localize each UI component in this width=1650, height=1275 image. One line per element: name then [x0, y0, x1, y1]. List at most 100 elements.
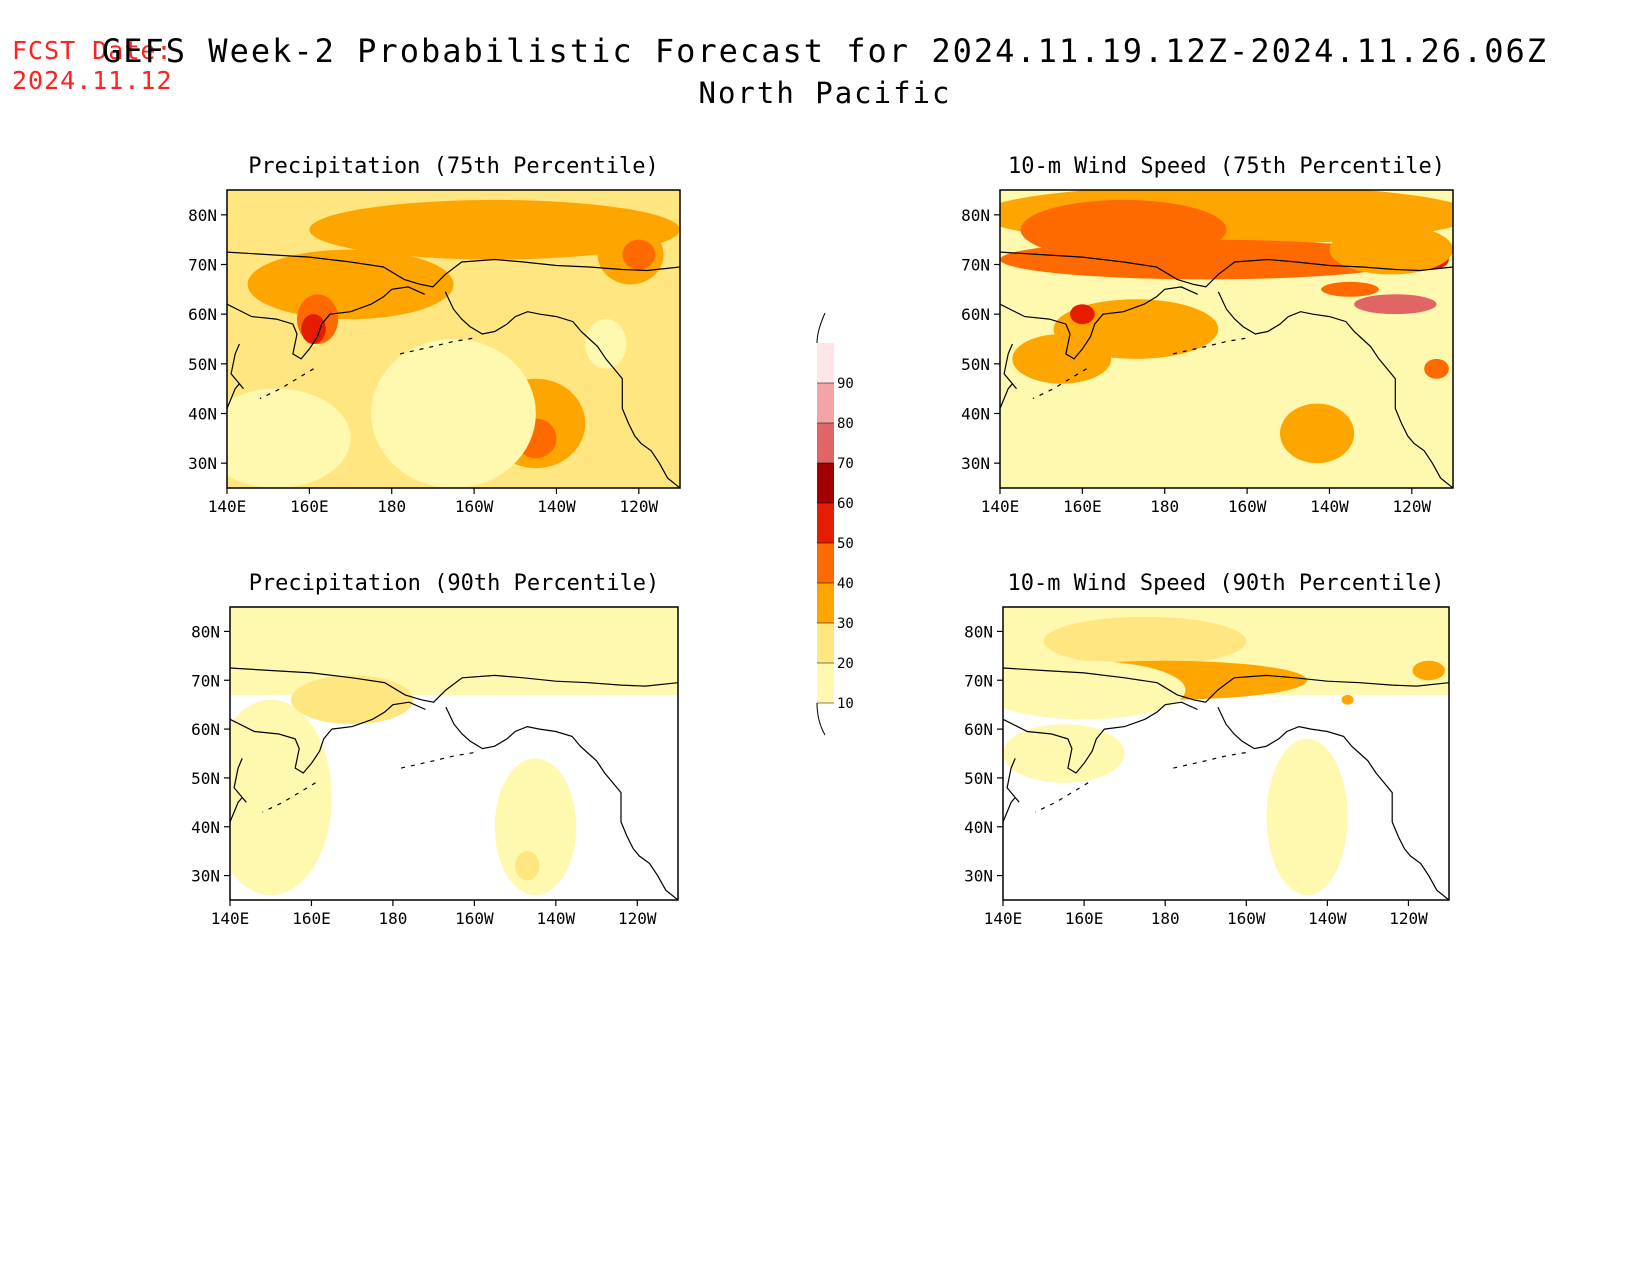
lat-label: 60N — [191, 720, 220, 739]
lat-label: 30N — [964, 867, 993, 886]
lat-label: 40N — [191, 818, 220, 837]
probability-contour — [622, 239, 656, 270]
lat-label: 40N — [964, 818, 993, 837]
lat-label: 30N — [188, 454, 217, 473]
colorbar-label: 70 — [837, 456, 854, 472]
colorbar-swatch — [817, 543, 834, 583]
probability-contour — [1266, 738, 1348, 896]
lon-label: 180 — [377, 497, 406, 516]
lon-label: 180 — [378, 909, 407, 928]
main-title: GEFS Week-2 Probabilistic Forecast for 2… — [101, 32, 1549, 70]
lon-label: 140W — [537, 497, 576, 516]
colorbar-label: 40 — [837, 576, 854, 592]
lat-label: 70N — [188, 256, 217, 275]
panel-title: Precipitation (90th Percentile) — [249, 571, 660, 596]
probability-contour — [494, 758, 577, 896]
map-frame — [226, 189, 681, 489]
lat-label: 50N — [191, 769, 220, 788]
lat-label: 80N — [191, 622, 220, 641]
colorbar-cap-top — [816, 312, 826, 344]
map-frame — [229, 606, 679, 901]
lat-label: 50N — [188, 355, 217, 374]
lon-label: 140E — [981, 497, 1020, 516]
probability-contour — [1070, 304, 1095, 325]
colorbar-label: 60 — [837, 496, 854, 512]
colorbar-swatch — [817, 663, 834, 703]
lon-label: 160E — [292, 909, 331, 928]
probability-field — [230, 607, 678, 900]
probability-contour — [1424, 358, 1449, 379]
lon-label: 140E — [211, 909, 250, 928]
panel-title: Precipitation (75th Percentile) — [248, 154, 659, 179]
colorbar-label: 90 — [837, 376, 854, 392]
coastline — [1000, 286, 1198, 360]
coastline — [1003, 701, 1198, 774]
probability-contour — [1012, 334, 1112, 384]
colorbar-swatch — [817, 463, 834, 503]
probability-contour — [1003, 724, 1125, 783]
coastline — [227, 251, 680, 288]
lon-label: 140E — [984, 909, 1023, 928]
probability-contour — [1280, 403, 1355, 464]
probability-contour — [230, 607, 678, 647]
coastline — [1217, 291, 1453, 488]
lon-label: 160W — [1227, 909, 1266, 928]
probability-contour — [301, 314, 326, 344]
colorbar-swatch — [817, 623, 834, 663]
island-chain — [1173, 751, 1247, 769]
probability-field — [1000, 190, 1453, 488]
fcst-date: 2024.11.12 — [12, 66, 173, 95]
lat-label: 70N — [191, 671, 220, 690]
probability-contour — [1329, 224, 1453, 275]
colorbar: 10 20 30 40 50 60 70 80 90 — [816, 312, 854, 736]
coastline — [445, 706, 678, 900]
coastline — [1000, 251, 1453, 288]
coastline — [230, 667, 678, 703]
lat-label: 40N — [188, 405, 217, 424]
probability-contour — [1341, 694, 1354, 705]
colorbar-swatch — [817, 423, 834, 463]
lat-label: 80N — [961, 206, 990, 225]
lon-label: 160E — [1063, 497, 1102, 516]
lon-label: 140W — [1310, 497, 1349, 516]
lon-label: 180 — [1150, 497, 1179, 516]
colorbar-label: 50 — [837, 536, 854, 552]
coastline — [444, 291, 680, 488]
lon-label: 120W — [620, 497, 659, 516]
probability-contour — [230, 699, 332, 896]
lat-label: 70N — [961, 256, 990, 275]
coastline — [227, 343, 244, 409]
coastlines — [1003, 667, 1449, 900]
coastline — [1000, 343, 1017, 409]
probability-field — [1003, 607, 1449, 900]
lon-label: 140W — [537, 909, 576, 928]
colorbar-swatch — [817, 343, 834, 383]
lon-label: 160E — [290, 497, 329, 516]
panel-title: 10-m Wind Speed (90th Percentile) — [1007, 571, 1444, 596]
probability-contour — [371, 339, 536, 488]
lat-label: 60N — [961, 305, 990, 324]
island-chain — [400, 751, 475, 769]
lon-label: 120W — [1393, 497, 1432, 516]
lat-label: 50N — [961, 355, 990, 374]
probability-contour — [1000, 239, 1412, 280]
coastlines — [227, 251, 680, 488]
lat-label: 80N — [188, 206, 217, 225]
lon-label: 120W — [1389, 909, 1428, 928]
lon-label: 140W — [1308, 909, 1347, 928]
lat-label: 60N — [964, 720, 993, 739]
lat-label: 30N — [191, 867, 220, 886]
lat-label: 80N — [964, 622, 993, 641]
probability-contour — [1043, 616, 1247, 666]
colorbar-label: 80 — [837, 416, 854, 432]
colorbar-label: 20 — [837, 656, 854, 672]
coastline — [1003, 758, 1020, 823]
colorbar-swatch — [817, 583, 834, 623]
fcst-label: FCST Date: — [12, 36, 173, 65]
probability-field — [227, 190, 680, 488]
lat-label: 70N — [964, 671, 993, 690]
map-panel-1: Precipitation (75th Percentile) 140E 160E 1… — [188, 154, 681, 516]
lon-label: 140E — [208, 497, 247, 516]
forecast-date-label: FCST Date: 2024.11.12 — [12, 36, 173, 96]
